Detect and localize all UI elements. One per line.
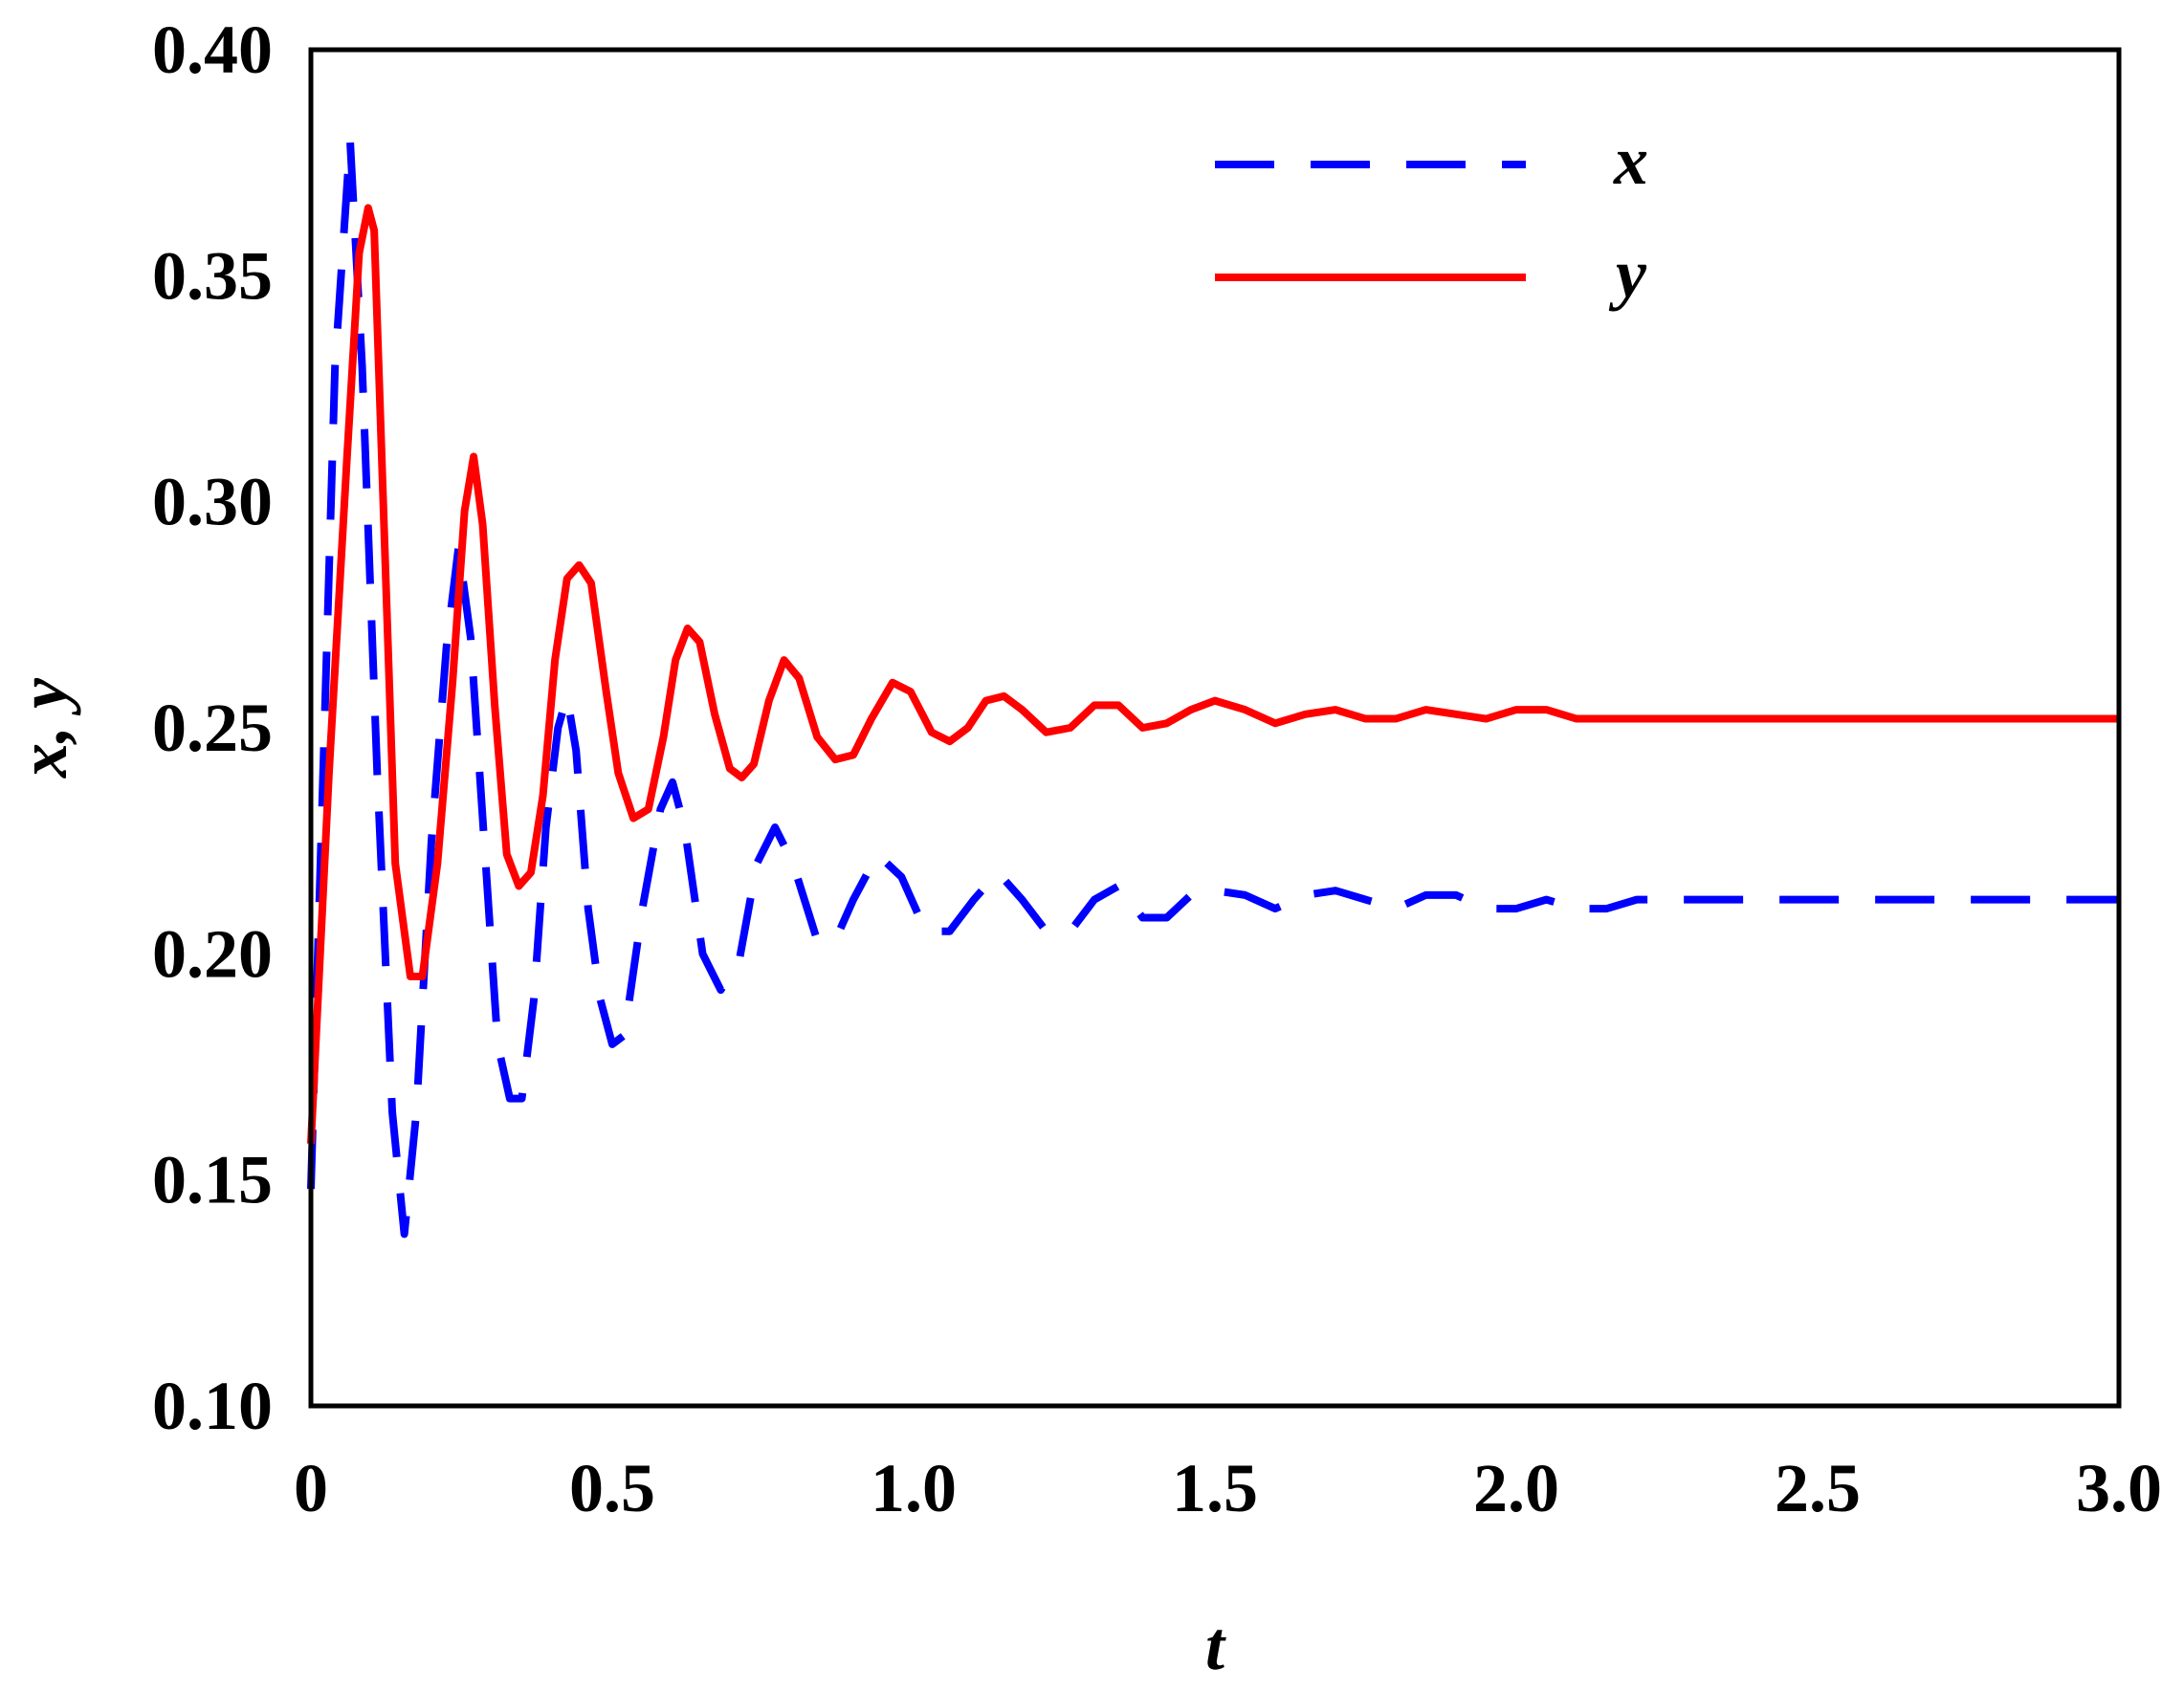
series-x-line [307,136,2119,1239]
x-tick-label: 2.5 [1775,1450,1861,1526]
x-axis-label: t [1205,1608,1226,1684]
plot-area-frame [308,47,2122,1409]
series-layer [307,136,2119,1239]
x-tick-label: 1.5 [1172,1450,1258,1526]
legend: xy [1215,122,1648,312]
x-tick-label: 2.0 [1473,1450,1559,1526]
x-axis-ticks: 0 0.5 1.0 1.5 2.0 2.5 3.0 [294,1450,2162,1526]
x-tick-label: 3.0 [2076,1450,2162,1526]
y-tick-label: 0.40 [152,11,273,88]
y-axis-ticks: 0.10 0.15 0.20 0.25 0.30 0.35 0.40 [152,11,273,1444]
series-y-line [307,204,2119,1145]
x-tick-label: 0 [294,1450,328,1526]
y-tick-label: 0.15 [152,1142,273,1218]
y-tick-label: 0.30 [152,464,273,540]
y-tick-label: 0.20 [152,915,273,992]
y-tick-label: 0.25 [152,690,273,766]
x-tick-label: 1.0 [871,1450,957,1526]
legend-label-x: x [1613,122,1648,199]
y-tick-label: 0.35 [152,237,273,314]
x-tick-label: 0.5 [569,1450,655,1526]
y-axis-label: x, y [5,677,81,779]
legend-label-y: y [1608,235,1647,312]
y-tick-label: 0.10 [152,1368,273,1444]
